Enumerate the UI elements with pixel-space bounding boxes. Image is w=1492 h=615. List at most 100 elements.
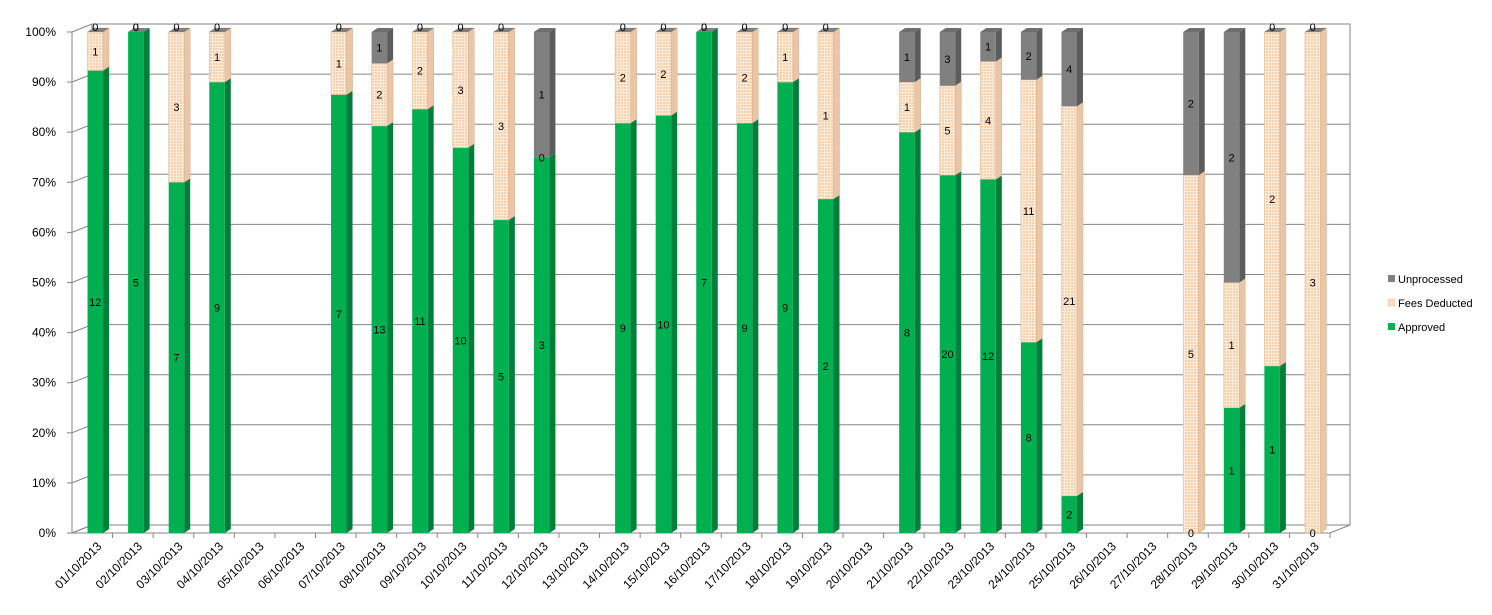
- bar-segment: [1223, 407, 1240, 533]
- bar-side: [711, 28, 718, 533]
- bar-top: [533, 28, 556, 32]
- data-label: 1: [214, 52, 220, 64]
- data-label: 3: [539, 340, 545, 352]
- data-label: 1: [376, 43, 382, 55]
- bar-segment: [452, 147, 469, 533]
- bar-segment: [655, 115, 672, 533]
- data-label: 0: [1188, 528, 1194, 540]
- bar-segment: [533, 32, 550, 158]
- bar-side: [792, 78, 799, 533]
- bar-side: [995, 175, 1002, 533]
- y-tick-label: 80%: [32, 125, 56, 139]
- bar-segment: [899, 32, 915, 83]
- bar-segment: [736, 123, 753, 533]
- bar-top: [128, 28, 150, 32]
- bar-segment: [493, 219, 509, 533]
- data-label: 3: [457, 85, 463, 97]
- bar-top: [615, 28, 637, 32]
- bar-side: [1198, 28, 1205, 176]
- bar-top: [493, 28, 515, 32]
- data-label: 12: [89, 297, 101, 309]
- bar-top: [696, 28, 718, 32]
- bar-top: [1020, 28, 1043, 32]
- data-label: 0: [92, 22, 98, 34]
- y-tick-label: 50%: [32, 276, 56, 290]
- legend-label: Fees Deducted: [1398, 298, 1473, 310]
- bar-segment: [980, 32, 996, 62]
- data-label: 0: [701, 22, 707, 34]
- y-tick-label: 30%: [32, 376, 56, 390]
- x-axis: 01/10/201302/10/201303/10/201304/10/2013…: [52, 533, 1331, 592]
- legend-swatch: [1388, 323, 1395, 330]
- legend-swatch: [1388, 275, 1395, 282]
- bar-side: [103, 66, 110, 534]
- data-label: 1: [782, 52, 788, 64]
- bar-side: [1239, 278, 1246, 409]
- bar-side: [387, 121, 394, 533]
- bar-segment: [209, 82, 225, 533]
- bar-side: [468, 143, 475, 533]
- bar-segment: [1061, 32, 1077, 107]
- bar-top: [87, 28, 110, 32]
- data-label: 9: [620, 323, 626, 335]
- data-label: 8: [1026, 433, 1032, 445]
- bar-top: [1304, 28, 1327, 32]
- bar-side: [386, 58, 394, 127]
- bar-segment: [777, 82, 793, 533]
- data-label: 1: [985, 42, 991, 54]
- data-label: 0: [457, 22, 463, 34]
- data-label: 0: [701, 22, 707, 34]
- data-label: 3: [1310, 278, 1316, 290]
- data-label: 21: [1063, 296, 1075, 308]
- data-label: 2: [1026, 51, 1032, 63]
- bar-segment: [1061, 495, 1077, 533]
- bar-top: [655, 28, 678, 32]
- bar-side: [1076, 101, 1084, 497]
- data-label: 7: [336, 309, 342, 321]
- data-label: 0: [660, 22, 666, 34]
- legend-label: Unprocessed: [1398, 274, 1463, 286]
- y-tick-label: 60%: [32, 225, 56, 239]
- bar-side: [1076, 491, 1083, 533]
- bar-segment: [1020, 342, 1037, 533]
- data-label: 1: [823, 111, 829, 123]
- y-tick-label: 100%: [25, 25, 56, 39]
- bar-side: [833, 195, 840, 533]
- bar-side: [914, 128, 921, 533]
- data-label: 1: [1228, 340, 1234, 352]
- data-label: 9: [214, 303, 220, 315]
- bar-segment: [533, 157, 550, 533]
- data-label: 2: [742, 73, 748, 85]
- y-tick-label: 70%: [32, 175, 56, 189]
- bar-side: [1320, 27, 1327, 534]
- data-label: 0: [498, 22, 504, 34]
- bar-side: [549, 153, 556, 533]
- bar-side: [1279, 27, 1287, 367]
- data-label: 0: [336, 22, 342, 34]
- data-label: 0: [173, 22, 179, 34]
- data-label: 5: [944, 125, 950, 137]
- bar-segment: [1183, 32, 1199, 176]
- data-label: 0: [214, 22, 220, 34]
- bar-side: [224, 27, 232, 83]
- bar-segment: [615, 123, 631, 533]
- bar-top: [371, 28, 394, 32]
- bar-top: [980, 28, 1002, 32]
- data-label: 7: [173, 353, 179, 365]
- bar-side: [914, 28, 921, 83]
- bar-side: [427, 27, 434, 110]
- data-label: 13: [373, 324, 385, 336]
- y-tick-label: 10%: [32, 476, 56, 490]
- bar-segment: [696, 32, 712, 533]
- bar-segment: [1223, 32, 1240, 283]
- bar-top: [1223, 28, 1246, 32]
- data-label: 4: [1066, 64, 1072, 76]
- bar-side: [387, 28, 394, 64]
- bar-top: [1264, 28, 1286, 32]
- data-label: 20: [941, 349, 953, 361]
- data-label: 2: [660, 69, 666, 81]
- bar-top: [777, 28, 799, 32]
- bar-side: [1279, 362, 1286, 533]
- data-label: 5: [498, 371, 504, 383]
- data-label: 2: [376, 90, 382, 102]
